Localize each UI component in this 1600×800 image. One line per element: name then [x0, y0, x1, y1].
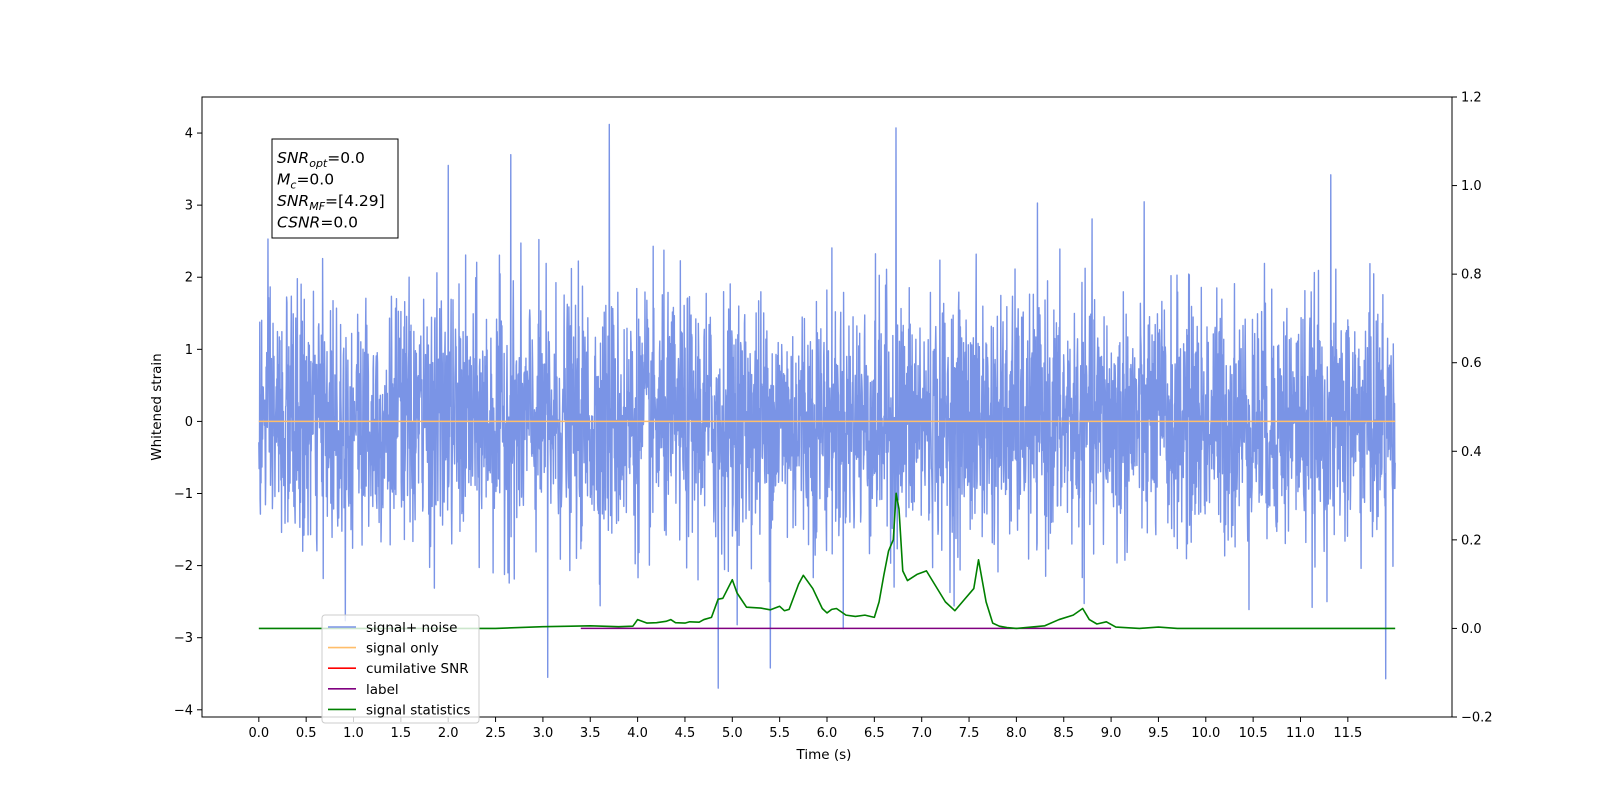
x-tick-label: 11.0 — [1286, 726, 1315, 741]
y2-tick-label: 0.2 — [1461, 533, 1482, 548]
y-tick-label: −2 — [174, 559, 193, 574]
stats-subscript: MF — [309, 200, 325, 213]
x-tick-label: 0.0 — [248, 726, 269, 741]
legend-entry-label: signal+ noise — [366, 620, 457, 636]
legend-entry-label: signal only — [366, 641, 439, 657]
y-axis-label: Whitened strain — [149, 353, 165, 460]
x-tick-label: 5.0 — [722, 726, 743, 741]
stats-subscript: opt — [309, 157, 328, 170]
legend-entry-label: signal statistics — [366, 702, 470, 718]
y2-tick-label: 1.2 — [1461, 91, 1482, 106]
x-tick-label: 5.5 — [769, 726, 790, 741]
x-tick-label: 8.0 — [1006, 726, 1027, 741]
x-tick-label: 11.5 — [1333, 726, 1362, 741]
x-tick-label: 2.5 — [485, 726, 506, 741]
x-tick-label: 2.0 — [438, 726, 459, 741]
stats-symbol: CSNR — [277, 214, 320, 232]
y2-tick-label: 1.0 — [1461, 179, 1482, 194]
stats-line: SNRMF=[4.29] — [277, 192, 385, 213]
legend-frame — [321, 614, 480, 724]
y-tick-label: 0 — [185, 415, 193, 430]
series-signal-statistics-line — [258, 492, 1396, 630]
stats-value: =0.0 — [320, 214, 358, 232]
x-tick-label: 10.5 — [1239, 726, 1268, 741]
stats-box-frame — [271, 138, 399, 239]
x-tick-label: 9.5 — [1148, 726, 1169, 741]
x-tick-label: 6.0 — [817, 726, 838, 741]
y-axis-right: 1.2 1.0 0.8 0.6 0.4 0.2 0.0 −0.2 — [1452, 91, 1493, 726]
x-tick-label: 9.0 — [1101, 726, 1122, 741]
x-tick-label: 0.5 — [296, 726, 317, 741]
x-tick-label: 6.5 — [864, 726, 885, 741]
x-tick-label: 4.0 — [627, 726, 648, 741]
y2-tick-label: 0.0 — [1461, 622, 1482, 637]
x-tick-label: 3.0 — [533, 726, 554, 741]
legend: signal+ noise signal only cumilative SNR la… — [321, 614, 480, 724]
stats-value: =0.0 — [327, 149, 365, 167]
x-tick-label: 1.5 — [391, 726, 412, 741]
y2-tick-label: 0.4 — [1461, 445, 1482, 460]
plot-area — [258, 123, 1396, 689]
y2-tick-label: −0.2 — [1461, 711, 1493, 726]
stats-line: SNRopt=0.0 — [277, 149, 365, 170]
y-tick-label: 2 — [185, 271, 193, 286]
stats-subscript: c — [290, 179, 296, 192]
y-axis-left: 4 3 2 1 0 −1 −2 −3 −4 — [174, 127, 202, 718]
legend-entry-label: label — [366, 682, 399, 698]
y-tick-label: 1 — [185, 343, 193, 358]
series-signal-noise-line — [258, 123, 1396, 689]
x-tick-label: 7.5 — [959, 726, 980, 741]
x-axis: 0.0 0.5 1.0 1.5 2.0 2.5 3.0 3.5 4.0 4.5 5.0 5.5 6.0 6… — [248, 717, 1362, 741]
x-tick-label: 1.0 — [343, 726, 364, 741]
y-tick-label: −3 — [174, 631, 193, 646]
y-tick-label: −4 — [174, 703, 193, 718]
x-tick-label: 8.5 — [1053, 726, 1074, 741]
y2-tick-label: 0.8 — [1461, 268, 1482, 283]
x-axis-label: Time (s) — [796, 747, 852, 763]
stats-symbol: SNR — [277, 149, 309, 167]
stats-value: =0.0 — [296, 171, 334, 189]
stats-line: CSNR=0.0 — [277, 214, 358, 232]
x-tick-label: 7.0 — [911, 726, 932, 741]
y-tick-label: 3 — [185, 199, 193, 214]
y-tick-label: 4 — [185, 127, 193, 142]
stats-symbol: M — [277, 171, 290, 189]
stats-line: Mc=0.0 — [277, 171, 334, 192]
y2-tick-label: 0.6 — [1461, 356, 1482, 371]
legend-entry-label: cumilative SNR — [366, 661, 469, 677]
x-tick-label: 3.5 — [580, 726, 601, 741]
stats-value: =[4.29] — [325, 192, 385, 210]
stats-symbol: SNR — [277, 192, 309, 210]
y-tick-label: −1 — [174, 487, 193, 502]
x-tick-label: 10.0 — [1191, 726, 1220, 741]
x-tick-label: 4.5 — [675, 726, 696, 741]
